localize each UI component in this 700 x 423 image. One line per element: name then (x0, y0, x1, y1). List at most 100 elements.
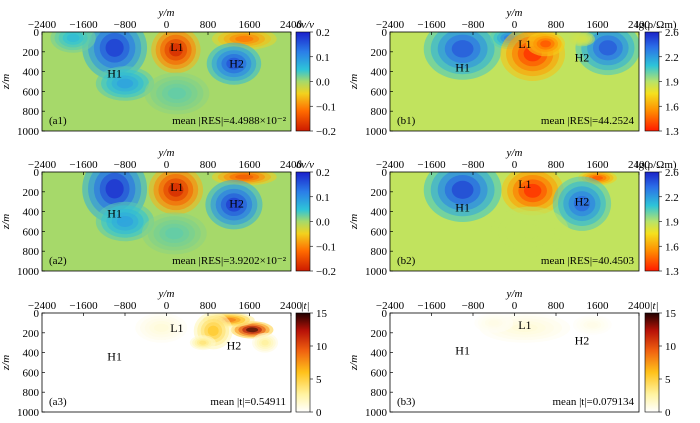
y-axis-label: z/m (0, 214, 12, 230)
y-tick-label: 800 (23, 106, 40, 118)
anomaly-1-layer-5 (451, 40, 474, 58)
colorbar (644, 31, 660, 132)
colorbar-label: |t| (649, 300, 658, 312)
y-tick-label: 200 (23, 187, 40, 199)
anomaly-label-h1: H1 (107, 67, 122, 81)
x-tick-label: −1600 (417, 19, 446, 31)
x-tick-label: −1600 (417, 159, 446, 171)
y-axis-label: z/m (0, 74, 12, 90)
x-tick-label: 1600 (239, 19, 262, 31)
anomaly-4-layer-5 (540, 40, 552, 48)
x-tick-label: −800 (462, 19, 485, 31)
y-tick-label: 0 (382, 167, 388, 179)
colorbar-tick-label: 1.6 (665, 241, 679, 253)
x-tick-label: −1600 (69, 300, 98, 312)
x-tick-label: −2400 (28, 159, 57, 171)
anomaly-2-layer-5 (488, 320, 500, 326)
x-tick-label: 800 (548, 300, 565, 312)
colorbar-tick-label: 1.3 (665, 126, 679, 138)
x-tick-label: 2400 (628, 19, 651, 31)
x-tick-label: −2400 (376, 159, 405, 171)
x-tick-label: −2400 (28, 19, 57, 31)
y-tick-label: 800 (371, 106, 388, 118)
colorbar-tick-label: 5 (316, 374, 322, 386)
mean-stat-label: mean |t|=0.54911 (210, 396, 286, 408)
x-tick-label: 1600 (587, 159, 610, 171)
anomaly-5-layer-5 (225, 197, 242, 212)
colorbar-tick-label: −0.2 (316, 126, 336, 138)
anomaly-label-h2: H2 (575, 334, 590, 348)
anomaly-1-layer-5 (512, 323, 538, 333)
panel-b1: −2400 −1600 −800 0 800 1600 2400y/m02004006008… (348, 7, 679, 138)
colorbar-tick-label: −0.1 (316, 241, 336, 253)
colorbar-tick-label: 1.9 (665, 77, 679, 89)
y-tick-label: 600 (23, 367, 40, 379)
x-tick-label: 800 (548, 159, 565, 171)
anomaly-label-h1: H1 (107, 207, 122, 221)
colorbar-label: lg(ρ/Ωm) (635, 19, 676, 31)
y-tick-label: 400 (23, 207, 40, 219)
y-tick-label: 1000 (365, 407, 388, 419)
colorbar-tick-label: 5 (665, 374, 671, 386)
x-axis-label: y/m (506, 288, 523, 300)
y-tick-label: 200 (23, 47, 40, 59)
panel-tag: (b2) (397, 255, 416, 267)
colorbar (295, 171, 311, 272)
x-axis-label: y/m (506, 147, 523, 159)
y-tick-label: 800 (371, 246, 388, 258)
x-tick-label: −2400 (28, 300, 57, 312)
colorbar-tick-label: 2.2 (665, 52, 679, 64)
panel-a3: −2400 −1600 −800 0 800 1600 2400y/m02004006008… (0, 288, 328, 419)
x-tick-label: −800 (114, 159, 137, 171)
y-tick-label: 1000 (17, 126, 40, 138)
y-tick-label: 400 (23, 348, 40, 360)
anomaly-label-h2: H2 (229, 57, 244, 71)
colorbar (644, 312, 660, 413)
x-tick-label: −2400 (376, 300, 405, 312)
anomaly-2-layer-5 (116, 78, 134, 89)
x-tick-label: 0 (512, 300, 518, 312)
anomaly-6-layer-5 (578, 36, 586, 42)
colorbar-tick-label: 2.6 (665, 167, 679, 179)
x-tick-label: −1600 (69, 19, 98, 31)
y-tick-label: 200 (371, 328, 388, 340)
y-tick-label: 1000 (17, 266, 40, 278)
anomaly-7-layer-5 (66, 33, 80, 43)
x-tick-label: 0 (164, 300, 170, 312)
heatmap-field (423, 172, 617, 257)
anomaly-5-layer-5 (154, 323, 169, 333)
colorbar-tick-label: 0 (316, 407, 322, 419)
x-tick-label: 0 (164, 19, 170, 31)
anomaly-5-layer-5 (598, 40, 617, 56)
panel-tag: (b3) (397, 396, 416, 408)
x-tick-label: −1600 (69, 159, 98, 171)
x-tick-label: 2400 (628, 300, 651, 312)
heatmap-field (135, 313, 279, 353)
anomaly-label-l1: L1 (518, 318, 531, 332)
y-tick-label: 0 (34, 308, 40, 320)
anomaly-1-layer-5 (246, 327, 259, 333)
anomaly-3-layer-5 (168, 43, 183, 57)
y-tick-label: 400 (371, 67, 388, 79)
x-tick-label: −800 (114, 19, 137, 31)
y-tick-label: 800 (371, 387, 388, 399)
colorbar-tick-label: 0.2 (316, 167, 330, 179)
colorbar-tick-label: 10 (316, 341, 328, 353)
x-axis-label: y/m (158, 288, 175, 300)
anomaly-6-layer-5 (167, 87, 186, 100)
panel-a1: −2400 −1600 −800 0 800 1600 2400y/m02004006008… (0, 7, 336, 138)
y-tick-label: 600 (371, 226, 388, 238)
anomaly-label-l1: L1 (170, 40, 183, 54)
y-tick-label: 0 (34, 167, 40, 179)
colorbar-tick-label: 15 (316, 308, 328, 320)
y-axis-label: z/m (348, 355, 360, 371)
x-tick-label: 2400 (280, 159, 303, 171)
panel-b2: −2400 −1600 −800 0 800 1600 2400y/m02004006008… (348, 147, 679, 278)
x-tick-label: 0 (512, 159, 518, 171)
anomaly-3-layer-5 (207, 325, 219, 337)
y-tick-label: 800 (23, 387, 40, 399)
colorbar-tick-label: 1.6 (665, 101, 679, 113)
mean-stat-label: mean |RES|=44.2524 (541, 115, 635, 127)
heatmap-field (423, 32, 639, 81)
x-axis-label: y/m (158, 7, 175, 19)
